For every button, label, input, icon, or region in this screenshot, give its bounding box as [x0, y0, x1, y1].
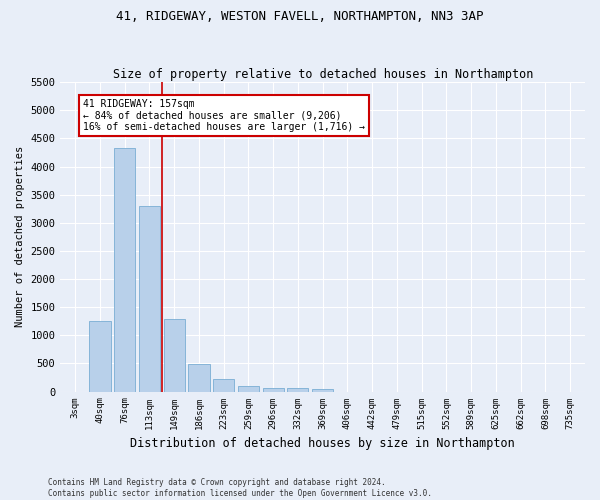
Text: 41 RIDGEWAY: 157sqm
← 84% of detached houses are smaller (9,206)
16% of semi-det: 41 RIDGEWAY: 157sqm ← 84% of detached ho…	[83, 99, 365, 132]
Bar	[139, 206, 160, 392]
X-axis label: Distribution of detached houses by size in Northampton: Distribution of detached houses by size …	[130, 437, 515, 450]
Text: Contains HM Land Registry data © Crown copyright and database right 2024.
Contai: Contains HM Land Registry data © Crown c…	[48, 478, 432, 498]
Bar	[312, 388, 333, 392]
Title: Size of property relative to detached houses in Northampton: Size of property relative to detached ho…	[113, 68, 533, 81]
Bar	[213, 380, 234, 392]
Text: 41, RIDGEWAY, WESTON FAVELL, NORTHAMPTON, NN3 3AP: 41, RIDGEWAY, WESTON FAVELL, NORTHAMPTON…	[116, 10, 484, 23]
Bar	[287, 388, 308, 392]
Bar	[263, 388, 284, 392]
Bar	[164, 319, 185, 392]
Bar	[188, 364, 209, 392]
Bar	[114, 148, 135, 392]
Bar	[89, 320, 110, 392]
Bar	[238, 386, 259, 392]
Y-axis label: Number of detached properties: Number of detached properties	[15, 146, 25, 328]
